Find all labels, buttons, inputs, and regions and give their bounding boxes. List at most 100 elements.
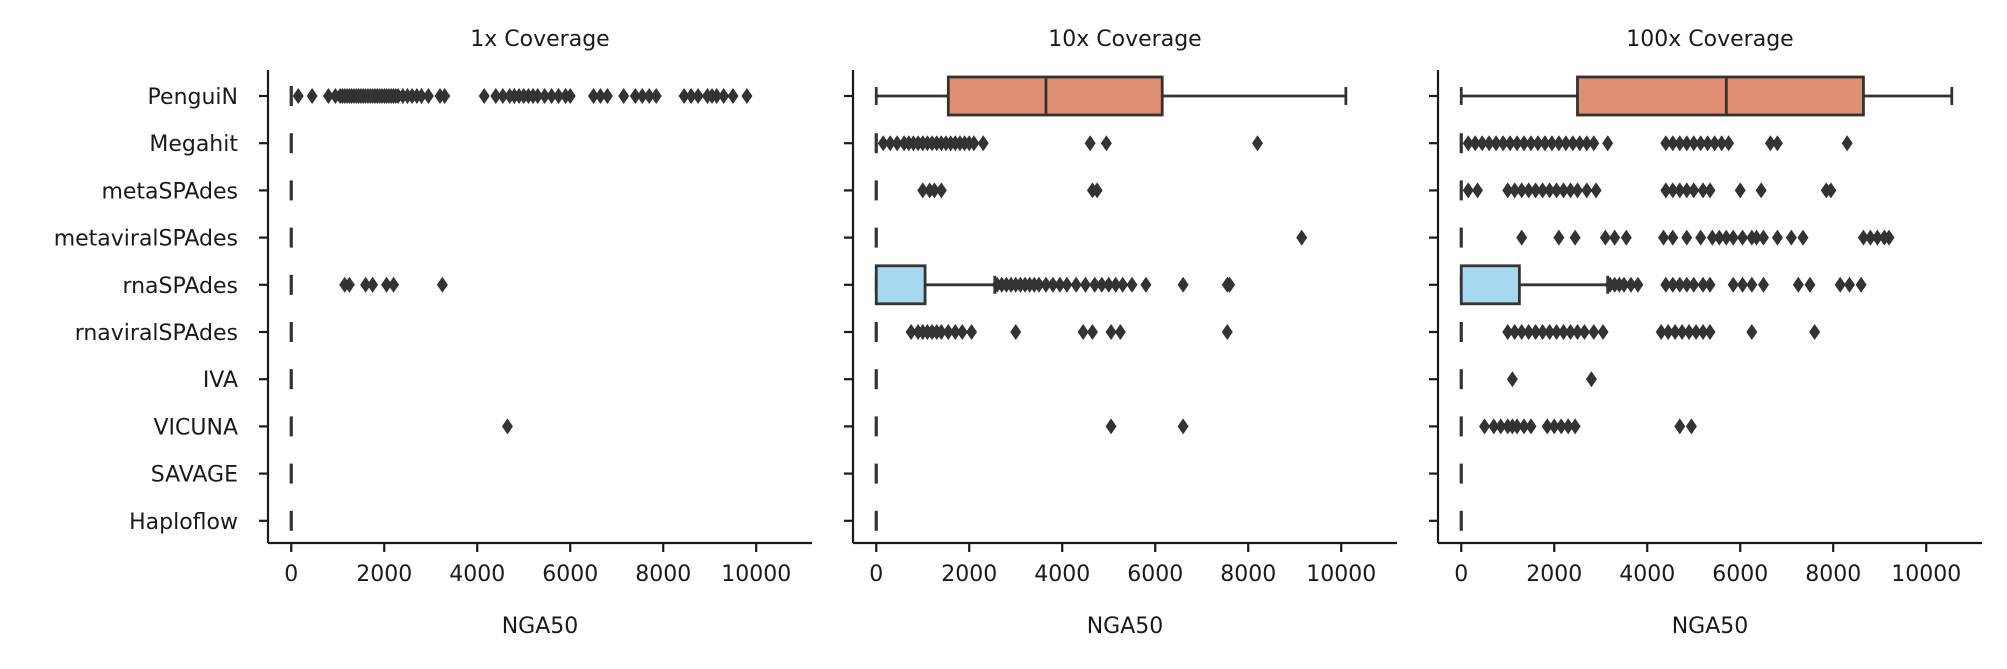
outlier-point xyxy=(1140,276,1152,293)
outlier-point xyxy=(1530,182,1542,199)
outlier-point xyxy=(1511,135,1523,152)
outlier-point xyxy=(381,276,393,293)
outlier-point xyxy=(692,88,704,104)
outlier-point xyxy=(497,88,509,104)
outlier-point xyxy=(1061,276,1073,293)
x-axis-label: NGA50 xyxy=(502,614,579,639)
outlier-point xyxy=(629,88,641,104)
outlier-point xyxy=(601,88,613,104)
box-metaSPAdes xyxy=(874,180,1103,201)
outlier-point xyxy=(1546,135,1558,152)
outlier-point xyxy=(1518,418,1530,435)
outlier-point xyxy=(1785,229,1797,246)
outlier-point xyxy=(1516,324,1528,340)
outlier-point xyxy=(1702,135,1714,152)
outlier-point xyxy=(1590,182,1602,199)
outlier-point xyxy=(1727,276,1739,293)
outlier-point xyxy=(1537,324,1549,340)
outlier-point xyxy=(1609,229,1621,246)
outlier-point xyxy=(1771,229,1783,246)
outlier-point xyxy=(306,88,318,104)
outlier-point xyxy=(1750,229,1762,246)
outlier-point xyxy=(1504,135,1516,152)
outlier-point xyxy=(1683,324,1695,340)
outlier-point xyxy=(1497,135,1509,152)
outlier-point xyxy=(1476,135,1488,152)
outlier-point xyxy=(1086,324,1098,340)
outlier-point xyxy=(1544,324,1556,340)
outlier-point xyxy=(1079,276,1091,293)
outlier-point xyxy=(1462,135,1474,152)
outlier-point xyxy=(1518,135,1530,152)
outlier-point xyxy=(322,88,334,104)
outlier-point xyxy=(891,135,903,152)
outlier-point xyxy=(1565,182,1577,199)
outlier-point xyxy=(1599,229,1611,246)
box-iqr xyxy=(1459,264,1521,306)
x-tick-label: 6000 xyxy=(1712,562,1768,587)
outlier-point xyxy=(1581,135,1593,152)
outlier-point xyxy=(718,88,730,104)
outlier-point xyxy=(1658,229,1670,246)
outlier-point xyxy=(1047,276,1059,293)
outlier-point xyxy=(587,88,599,104)
outlier-point xyxy=(1495,418,1507,435)
outlier-point xyxy=(1674,276,1686,293)
outlier-point xyxy=(1224,276,1236,293)
outlier-point xyxy=(1674,135,1686,152)
outlier-point xyxy=(1681,135,1693,152)
outlier-point xyxy=(1688,135,1700,152)
outlier-point xyxy=(727,88,739,104)
y-tick-label: rnaSPAdes xyxy=(122,274,238,299)
outlier-point xyxy=(1525,418,1537,435)
outlier-point xyxy=(1544,182,1556,199)
outlier-point xyxy=(1757,276,1769,293)
outlier-point xyxy=(1084,135,1096,152)
outlier-point xyxy=(1843,276,1855,293)
outlier-point xyxy=(1091,182,1103,199)
outlier-point xyxy=(1864,229,1876,246)
outlier-point xyxy=(546,88,558,104)
outlier-point xyxy=(1472,182,1484,199)
outlier-point xyxy=(1551,324,1563,340)
outlier-point xyxy=(1553,229,1565,246)
outlier-point xyxy=(1620,229,1632,246)
y-tick-label: PenguiN xyxy=(148,85,238,110)
outlier-point xyxy=(1516,229,1528,246)
outlier-point xyxy=(1469,135,1481,152)
x-tick-label: 10000 xyxy=(1306,562,1376,587)
outlier-point xyxy=(1555,418,1567,435)
outlier-point xyxy=(1105,418,1117,435)
outlier-point xyxy=(1809,324,1821,340)
box-PenguiN xyxy=(1459,75,1954,117)
x-tick-label: 0 xyxy=(869,562,883,587)
outlier-point xyxy=(1252,135,1264,152)
outlier-point xyxy=(1537,182,1549,199)
outlier-point xyxy=(1567,135,1579,152)
outlier-point xyxy=(1502,324,1514,340)
outlier-point xyxy=(741,88,753,104)
outlier-point xyxy=(1655,324,1667,340)
outlier-point xyxy=(1296,229,1308,246)
outlier-point xyxy=(1792,276,1804,293)
x-axis-label: NGA50 xyxy=(1087,614,1164,639)
outlier-point xyxy=(1506,371,1518,388)
outlier-point xyxy=(1525,135,1537,152)
outlier-point xyxy=(935,324,947,340)
outlier-point xyxy=(1883,229,1895,246)
outlier-point xyxy=(1667,229,1679,246)
outlier-point xyxy=(532,88,544,104)
outlier-point xyxy=(1697,182,1709,199)
outlier-point xyxy=(643,88,655,104)
outlier-point xyxy=(1581,182,1593,199)
outlier-point xyxy=(935,182,947,199)
outlier-point xyxy=(1033,276,1045,293)
x-tick-label: 8000 xyxy=(1805,562,1861,587)
y-tick-label: metaSPAdes xyxy=(101,179,238,204)
panel-title: 100x Coverage xyxy=(1626,27,1793,52)
outlier-point xyxy=(1585,371,1597,388)
x-tick-label: 4000 xyxy=(449,562,505,587)
outlier-point xyxy=(1478,418,1490,435)
outlier-point xyxy=(292,88,304,104)
